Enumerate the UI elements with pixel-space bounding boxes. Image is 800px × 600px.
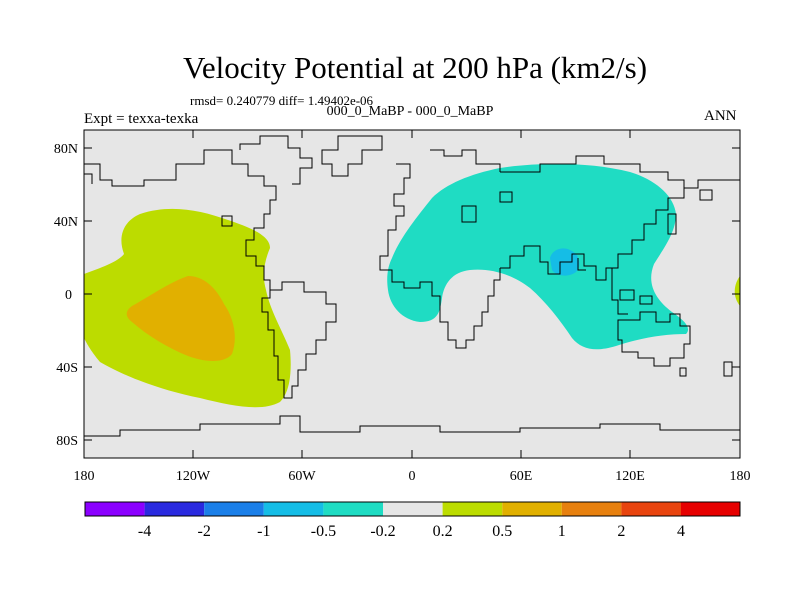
season-label: ANN [704, 108, 737, 124]
colorbar-label-10: 4 [677, 523, 685, 540]
lon-label-120w: 120W [176, 469, 211, 484]
colorbar-label-7: 0.5 [492, 523, 512, 540]
positive-region-east-edge [734, 276, 740, 306]
lon-label-180w: 180 [74, 469, 95, 484]
colorbar-label-4: -0.5 [311, 523, 336, 540]
lon-label-60e: 60E [510, 469, 533, 484]
colorbar-box-5 [323, 502, 383, 516]
colorbar-label-6: 0.2 [433, 523, 453, 540]
lat-label-80n: 80N [54, 142, 78, 157]
colorbar-box-9 [561, 502, 622, 516]
coastlines [84, 135, 740, 437]
colorbar-box-3 [204, 502, 264, 516]
colorbar-box-2 [144, 502, 205, 516]
lon-label-60w: 60W [288, 469, 316, 484]
colorbar-box-11 [681, 502, 740, 516]
colorbar-box-1 [85, 502, 145, 516]
rmsd-diff-stats: rmsd= 0.240779 diff= 1.49402e-06 [190, 93, 374, 108]
case-subtitle: 000_0_MaBP - 000_0_MaBP [326, 104, 494, 119]
positive-region-pacific-core [126, 276, 235, 361]
colorbar-box-8 [502, 502, 562, 516]
colorbar-label-2: -2 [198, 523, 211, 540]
lat-label-0: 0 [65, 288, 72, 303]
lon-label-120e: 120E [615, 469, 645, 484]
lon-label-0: 0 [409, 469, 416, 484]
longitude-axis [192, 130, 631, 458]
colorbar-label-8: 1 [558, 523, 566, 540]
experiment-label: Expt = texxa-texka [84, 111, 199, 127]
plot-title: Velocity Potential at 200 hPa (km2/s) [182, 50, 648, 85]
colorbar-label-5: -0.2 [370, 523, 395, 540]
lat-label-40s: 40S [56, 361, 78, 376]
colorbar-box-6 [383, 502, 443, 516]
lat-label-80s: 80S [56, 434, 78, 449]
lon-label-180e: 180 [730, 469, 751, 484]
lat-label-40n: 40N [54, 215, 78, 230]
colorbar-label-1: -4 [138, 523, 151, 540]
colorbar-box-10 [621, 502, 681, 516]
colorbar-label-9: 2 [617, 523, 625, 540]
colorbar-box-4 [263, 502, 324, 516]
colorbar-box-7 [442, 502, 503, 516]
colorbar: -4 -2 -1 -0.5 -0.2 0.2 0.5 1 2 4 [84, 501, 741, 540]
colorbar-label-3: -1 [257, 523, 270, 540]
latitude-axis [84, 147, 740, 441]
